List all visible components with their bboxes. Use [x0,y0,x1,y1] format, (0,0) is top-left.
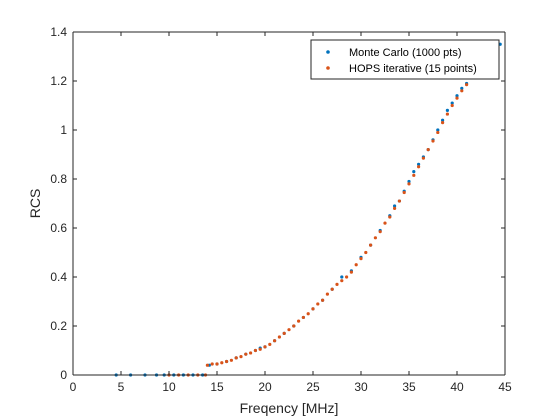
data-point [354,263,358,267]
data-point [465,83,469,87]
data-point [388,215,392,219]
data-point [292,324,296,328]
x-tick-label: 20 [258,380,272,394]
data-point [321,298,325,302]
data-point [441,118,445,122]
legend: Monte Carlo (1000 pts) HOPS iterative (15… [310,39,500,80]
data-point [249,351,253,355]
data-point [383,221,387,225]
data-point [335,282,339,286]
data-point [229,358,233,362]
y-tick-label: 1.2 [50,74,67,88]
data-point [287,328,291,332]
y-tick-label: 0.6 [50,221,67,235]
legend-marker [326,66,330,70]
data-point [450,101,454,105]
data-point [340,275,344,279]
data-point [220,361,224,365]
data-point [397,199,401,203]
data-point [273,339,277,343]
data-point [359,257,363,261]
data-point [234,356,238,360]
data-point [268,342,272,346]
data-point [345,275,349,279]
data-point [393,206,397,210]
x-tick-label: 10 [162,380,176,394]
data-point [421,156,425,160]
ticks-layer: 0 5 10 15 20 25 30 35 40 45 0 0.2 0.4 0.6 0.8 1 1.2 1.4 [50,25,512,394]
data-point [369,243,373,247]
data-point [455,94,459,98]
data-point [436,128,440,132]
data-point [330,287,334,291]
x-tick-label: 25 [306,380,320,394]
data-point [402,190,406,195]
data-point [407,182,411,186]
data-point [460,86,464,90]
axes-layer [72,31,506,376]
data-point [407,179,411,184]
series-2-points [167,83,469,377]
plot-area [73,32,505,375]
data-point [340,279,344,283]
data-point [412,170,416,174]
data-point [215,362,219,366]
data-point [431,139,435,143]
data-point [263,345,267,349]
data-point [258,347,262,351]
data-point [244,352,248,356]
x-tick-label: 5 [118,380,125,394]
data-point [349,270,353,274]
data-point [378,230,382,234]
data-point [282,331,286,335]
y-tick-label: 0.8 [50,172,67,186]
data-point [455,96,459,100]
data-point [239,355,243,359]
legend-entry-label: HOPS iterative (15 points) [349,63,477,75]
y-tick-label: 0 [60,368,67,382]
data-point [417,162,421,166]
data-point [393,204,397,208]
data-point [253,348,257,353]
x-tick-label: 35 [402,380,416,394]
x-axis-label: Freqency [MHz] [240,400,339,416]
data-point [445,112,449,116]
data-point [325,292,329,296]
data-point [225,359,229,364]
data-point [426,148,430,152]
y-tick-label: 0.2 [50,319,67,333]
legend-entries: Monte Carlo (1000 pts) HOPS iterative (15… [326,47,477,75]
data-point [306,312,310,316]
legend-box [310,39,500,80]
data-point [445,108,449,112]
legend-marker [326,50,330,54]
data-point [205,363,209,367]
y-tick-label: 1.4 [50,25,67,39]
data-point [301,315,305,320]
x-tick-label: 45 [498,380,512,394]
data-point [412,173,416,177]
data-point [297,319,301,323]
data-point [450,103,454,108]
data-point [441,121,445,125]
x-tick-label: 0 [70,380,77,394]
data-point [364,250,368,255]
data-point [316,302,320,306]
data-point [210,362,214,366]
x-tick-label: 15 [210,380,224,394]
y-tick-label: 0.4 [50,270,67,284]
data-point [311,307,315,311]
data-point [417,165,421,169]
data-point [460,89,464,93]
data-points-layer [114,42,502,377]
y-axis-label: RCS [27,189,43,219]
y-tick-label: 1 [60,123,67,137]
data-point [436,130,440,135]
data-point [373,236,377,240]
legend-entry-label: Monte Carlo (1000 pts) [349,47,462,59]
data-point [277,335,281,339]
x-tick-label: 40 [450,380,464,394]
x-tick-label: 30 [354,380,368,394]
